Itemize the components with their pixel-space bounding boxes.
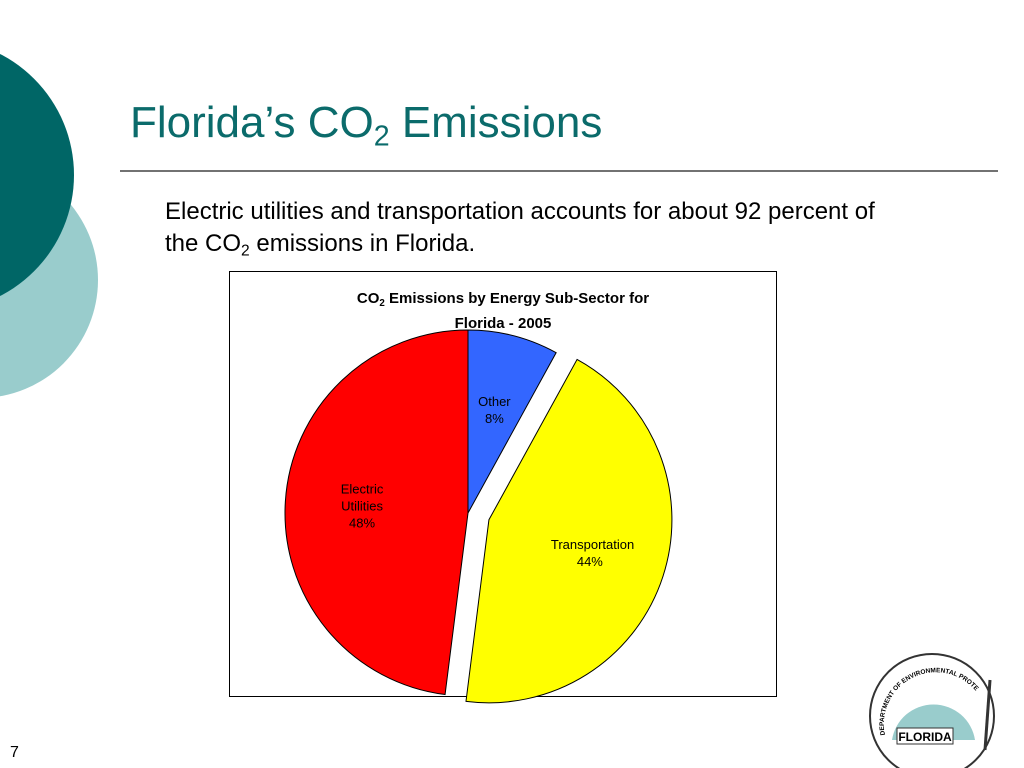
logo-banner [896, 727, 954, 745]
chart-title-subscript: 2 [379, 297, 385, 309]
pie [284, 329, 673, 704]
title-part: Emissions [389, 98, 603, 147]
pie-slice [284, 329, 469, 696]
slice-category: Electric Utilities [340, 481, 384, 514]
logo-palm [983, 679, 992, 751]
pie-slice [465, 358, 673, 704]
slide-title: Florida’s CO2 Emissions [130, 98, 603, 151]
body-subscript: 2 [241, 242, 250, 260]
title-subscript: 2 [373, 120, 390, 153]
page-number: 7 [10, 744, 19, 761]
slice-category: Other [478, 394, 511, 410]
chart-title: CO2 Emissions by Energy Sub-Sector for F… [338, 286, 668, 336]
slice-label: Other 8% [455, 393, 533, 427]
slice-label: Transportation 44% [551, 536, 634, 570]
pie-slice [467, 329, 557, 514]
slice-label: Electric Utilities 48% [323, 481, 401, 532]
decor-circle-dark [0, 53, 74, 297]
slice-category: Transportation [550, 536, 635, 552]
slice-value-label: 44% [576, 553, 603, 569]
chart-title-part: Emissions by Energy Sub-Sector for Flori… [384, 290, 650, 332]
body-text: Electric utilities and transportation ac… [165, 196, 885, 260]
chart-title-part: CO [356, 290, 380, 307]
logo-label: FLORIDA [898, 730, 952, 744]
slice-value-label: 48% [349, 515, 376, 531]
slice-value-label: 8% [484, 411, 504, 427]
body-part: emissions in Florida. [249, 230, 476, 257]
title-part: Florida’s CO [130, 98, 374, 147]
body-part: Electric utilities and transportation ac… [165, 198, 875, 257]
